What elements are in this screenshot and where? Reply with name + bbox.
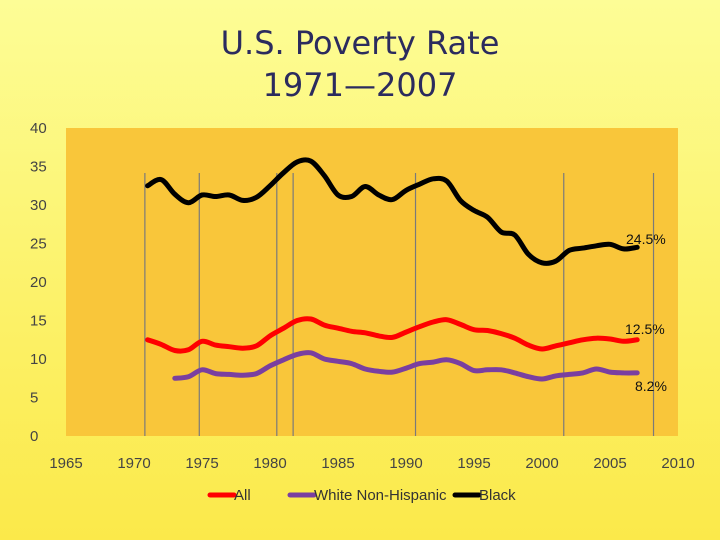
- callout-white-non-hispanic: 8.2%: [635, 378, 667, 394]
- y-tick-label: 10: [30, 351, 47, 368]
- recession-lines: [144, 173, 655, 436]
- x-tick-label: 2005: [593, 455, 626, 472]
- series-line-black: [145, 157, 640, 266]
- callout-black: 24.5%: [626, 231, 666, 247]
- series-line-all: [145, 316, 640, 354]
- x-tick-label: 1985: [321, 455, 354, 472]
- value-callouts: 24.5% 12.5% 8.2%: [625, 231, 667, 394]
- legend-label: White Non-Hispanic: [314, 487, 447, 504]
- series-lines: [145, 157, 640, 382]
- x-tick-label: 1980: [253, 455, 286, 472]
- y-tick-label: 25: [30, 236, 47, 253]
- title-line-2: 1971—2007: [262, 66, 458, 104]
- slide-title: U.S. Poverty Rate 1971—2007: [0, 22, 720, 106]
- callout-all: 12.5%: [625, 321, 665, 337]
- x-tick-label: 1990: [389, 455, 422, 472]
- legend: All White Non-Hispanic Black: [207, 487, 516, 504]
- series-line-white-non-hispanic: [172, 350, 640, 382]
- x-tick-label: 2010: [661, 455, 694, 472]
- y-tick-label: 30: [30, 197, 47, 214]
- legend-label: Black: [479, 487, 516, 504]
- title-line-1: U.S. Poverty Rate: [220, 24, 500, 62]
- x-tick-label: 2000: [525, 455, 558, 472]
- y-axis: 0 5 10 15 20 25 30 35 40: [30, 120, 47, 445]
- legend-label: All: [234, 487, 251, 504]
- x-tick-label: 1965: [49, 455, 82, 472]
- y-tick-label: 35: [30, 159, 47, 176]
- y-tick-label: 5: [30, 390, 38, 407]
- y-tick-label: 40: [30, 120, 47, 137]
- x-tick-label: 1995: [457, 455, 490, 472]
- y-tick-label: 15: [30, 313, 47, 330]
- x-axis: 1965 1970 1975 1980 1985 1990 1995 2000 2005 2010: [49, 455, 694, 472]
- x-tick-label: 1975: [185, 455, 218, 472]
- x-tick-label: 1970: [117, 455, 150, 472]
- plot-area: [66, 128, 678, 436]
- y-tick-label: 0: [30, 428, 38, 445]
- y-tick-label: 20: [30, 274, 47, 291]
